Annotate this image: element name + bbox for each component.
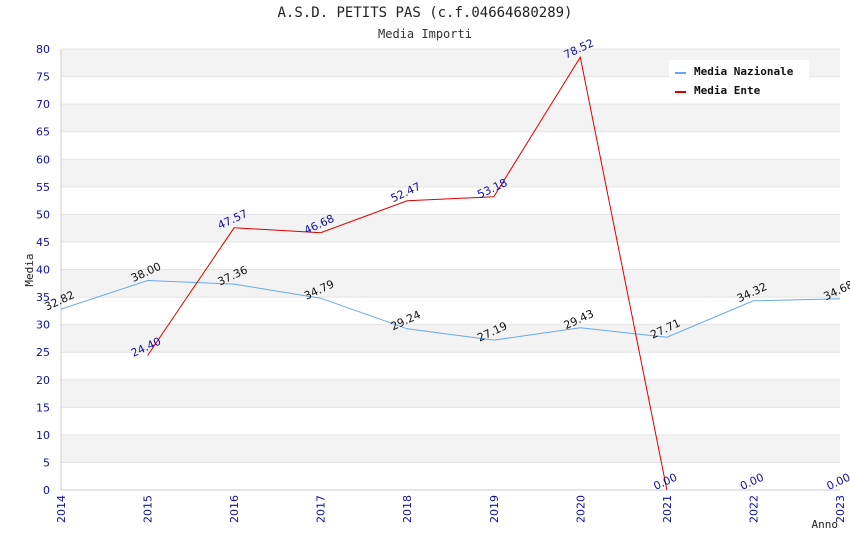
plot-band [61, 462, 840, 490]
plot-band [61, 241, 840, 270]
x-tick-label: 2019 [488, 495, 501, 523]
chart-subtitle: Media Importi [378, 27, 472, 41]
plot-band [61, 407, 840, 435]
series-line-media-ente [147, 55, 668, 491]
y-tick-label: 40 [36, 264, 50, 277]
x-tick-label: 2020 [574, 495, 587, 523]
y-tick-label: 20 [36, 374, 50, 387]
y-tick-label: 70 [36, 98, 50, 111]
x-tick-label: 2015 [142, 495, 155, 523]
x-axis-title: Anno [812, 518, 839, 531]
legend: Media Nazionale Media Ente [669, 60, 809, 100]
y-tick-label: 50 [36, 208, 50, 221]
y-tick-label: 75 [36, 71, 50, 84]
series-line-media-nazionale [60, 279, 841, 341]
y-tick-label: 15 [36, 401, 50, 414]
y-tick-label: 0 [43, 484, 50, 497]
y-tick-label: 35 [36, 291, 50, 304]
y-tick-label: 25 [36, 346, 50, 359]
plot-band [61, 269, 840, 298]
y-axis-title: Media [23, 253, 36, 286]
plot-band [61, 186, 840, 215]
y-tick-label: 60 [36, 153, 50, 166]
plot-bands [61, 49, 840, 490]
plot-band [61, 352, 840, 380]
legend-label-media-ente: Media Ente [694, 84, 761, 97]
plot-band [61, 159, 840, 187]
plot-band [61, 131, 840, 160]
y-tick-label: 10 [36, 429, 50, 442]
y-tick-label: 45 [36, 236, 50, 249]
plot-band [61, 297, 840, 325]
plot-band [61, 324, 840, 353]
x-tick-label: 2014 [55, 495, 68, 523]
chart-title: A.S.D. PETITS PAS (c.f.04664680289) [277, 5, 573, 21]
plot-band [61, 434, 840, 463]
legend-background [669, 60, 809, 100]
y-axis-tick-labels: 0 5 10 15 20 25 30 35 40 45 50 55 60 65 70 75 80 [36, 43, 50, 497]
x-tick-label: 2018 [401, 495, 414, 523]
plot-band [61, 104, 840, 132]
y-tick-label: 30 [36, 319, 50, 332]
y-tick-label: 80 [36, 43, 50, 56]
x-tick-label: 2022 [747, 495, 760, 523]
plot-band [61, 379, 840, 408]
x-tick-label: 2016 [228, 495, 241, 523]
y-tick-label: 55 [36, 181, 50, 194]
y-tick-label: 5 [43, 456, 50, 469]
legend-label-media-nazionale: Media Nazionale [694, 65, 794, 78]
series-lines [60, 55, 841, 491]
y-tick-label: 65 [36, 126, 50, 139]
axes [60, 48, 840, 491]
x-tick-label: 2023 [834, 495, 847, 523]
plot-band [61, 214, 840, 242]
x-tick-label: 2017 [315, 495, 328, 523]
x-tick-label: 2021 [661, 495, 674, 523]
x-axis-tick-labels: 2014 2015 2016 2017 2018 2019 2020 2021 2022 2023 [55, 495, 847, 523]
